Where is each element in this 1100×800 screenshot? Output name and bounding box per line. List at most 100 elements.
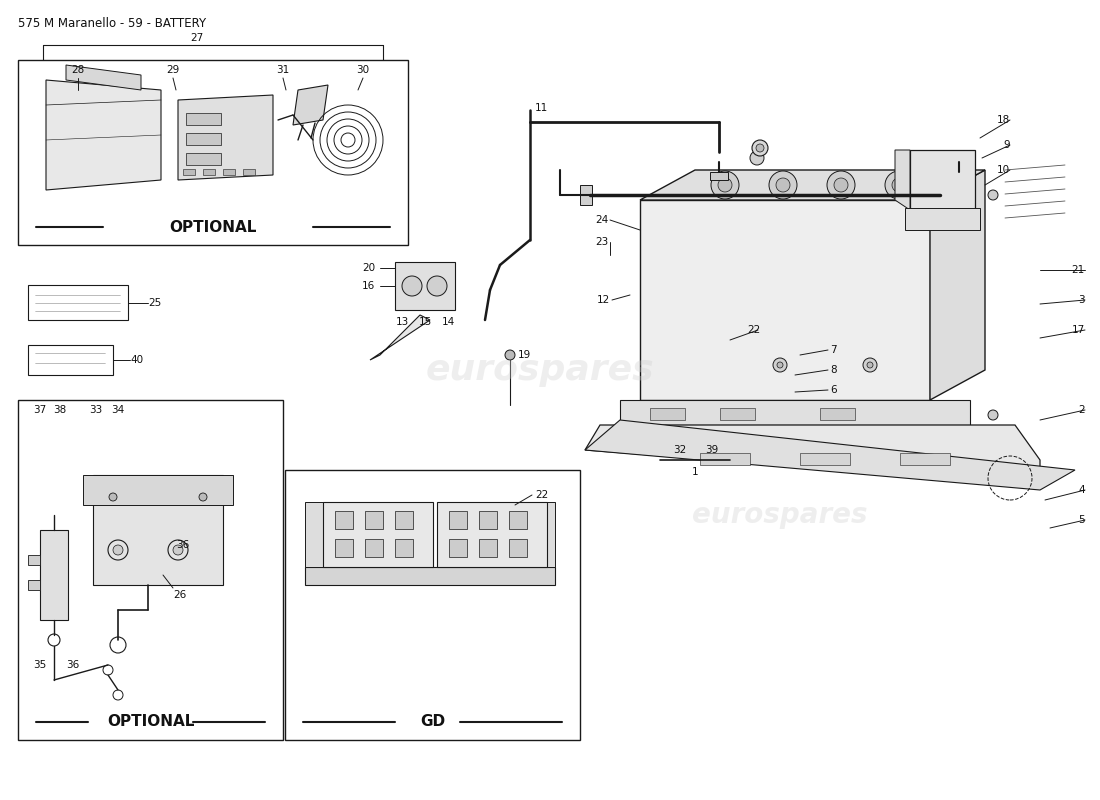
Bar bbox=[186, 113, 221, 125]
Bar bbox=[478, 539, 497, 557]
Circle shape bbox=[199, 493, 207, 501]
Bar bbox=[243, 169, 255, 175]
Circle shape bbox=[711, 171, 739, 199]
Text: 28: 28 bbox=[72, 65, 85, 75]
Text: 18: 18 bbox=[997, 115, 1010, 125]
Text: 24: 24 bbox=[595, 215, 608, 225]
Bar bbox=[395, 539, 412, 557]
Circle shape bbox=[113, 545, 123, 555]
Text: 35: 35 bbox=[33, 660, 46, 670]
Bar bbox=[710, 172, 728, 180]
Circle shape bbox=[773, 358, 786, 372]
Bar bbox=[620, 400, 970, 425]
Bar bbox=[900, 453, 950, 465]
Bar bbox=[285, 470, 580, 740]
Circle shape bbox=[718, 178, 732, 192]
Bar bbox=[336, 511, 353, 529]
Circle shape bbox=[505, 350, 515, 360]
Bar bbox=[186, 133, 221, 145]
Circle shape bbox=[886, 171, 913, 199]
Text: OPTIONAL: OPTIONAL bbox=[107, 714, 195, 730]
Bar bbox=[336, 539, 353, 557]
Text: 27: 27 bbox=[190, 33, 204, 43]
Text: 19: 19 bbox=[518, 350, 531, 360]
Circle shape bbox=[402, 276, 422, 296]
Circle shape bbox=[756, 144, 764, 152]
Circle shape bbox=[827, 171, 855, 199]
Polygon shape bbox=[370, 315, 430, 360]
Bar bbox=[18, 60, 408, 245]
Polygon shape bbox=[640, 170, 984, 200]
Bar bbox=[365, 511, 383, 529]
Text: 21: 21 bbox=[1071, 265, 1085, 275]
Text: OPTIONAL: OPTIONAL bbox=[169, 219, 256, 234]
Bar bbox=[365, 539, 383, 557]
Bar bbox=[437, 502, 547, 567]
Text: 22: 22 bbox=[535, 490, 548, 500]
Bar bbox=[94, 475, 223, 585]
Bar bbox=[905, 208, 980, 230]
Text: 15: 15 bbox=[418, 317, 431, 327]
Text: 5: 5 bbox=[1078, 515, 1085, 525]
Circle shape bbox=[173, 545, 183, 555]
Text: 8: 8 bbox=[830, 365, 837, 375]
Bar bbox=[18, 400, 283, 740]
Bar bbox=[950, 172, 968, 180]
Polygon shape bbox=[585, 425, 1040, 485]
Text: 11: 11 bbox=[535, 103, 548, 113]
Bar bbox=[449, 539, 468, 557]
Text: 22: 22 bbox=[747, 325, 760, 335]
Text: 33: 33 bbox=[89, 405, 102, 415]
Text: 14: 14 bbox=[441, 317, 454, 327]
Circle shape bbox=[427, 276, 447, 296]
Bar bbox=[395, 511, 412, 529]
Text: 36: 36 bbox=[176, 540, 189, 550]
Bar bbox=[449, 511, 468, 529]
Circle shape bbox=[867, 362, 873, 368]
Polygon shape bbox=[585, 420, 1075, 490]
Bar bbox=[700, 453, 750, 465]
Text: 575 M Maranello - 59 - BATTERY: 575 M Maranello - 59 - BATTERY bbox=[18, 17, 206, 30]
Circle shape bbox=[769, 171, 798, 199]
Text: 9: 9 bbox=[1003, 140, 1010, 150]
Circle shape bbox=[777, 362, 783, 368]
Bar bbox=[640, 200, 930, 400]
Bar bbox=[820, 408, 855, 420]
Circle shape bbox=[988, 410, 998, 420]
Bar bbox=[28, 285, 128, 320]
Bar bbox=[28, 580, 40, 590]
Text: 40: 40 bbox=[130, 355, 143, 365]
Text: 26: 26 bbox=[173, 590, 186, 600]
Circle shape bbox=[776, 178, 790, 192]
Polygon shape bbox=[930, 170, 984, 400]
Text: 6: 6 bbox=[830, 385, 837, 395]
Bar bbox=[478, 511, 497, 529]
Text: 29: 29 bbox=[166, 65, 179, 75]
Text: 4: 4 bbox=[1078, 485, 1085, 495]
Bar bbox=[800, 453, 850, 465]
Text: 32: 32 bbox=[673, 445, 686, 455]
Text: 34: 34 bbox=[111, 405, 124, 415]
Bar bbox=[509, 539, 527, 557]
Circle shape bbox=[892, 178, 906, 192]
Bar bbox=[82, 475, 233, 505]
Bar bbox=[40, 530, 68, 620]
Text: 25: 25 bbox=[148, 298, 162, 308]
Circle shape bbox=[752, 140, 768, 156]
Text: 13: 13 bbox=[395, 317, 408, 327]
Bar bbox=[28, 345, 113, 375]
Text: 31: 31 bbox=[276, 65, 289, 75]
Text: 39: 39 bbox=[705, 445, 718, 455]
Text: 16: 16 bbox=[362, 281, 375, 291]
Bar bbox=[305, 502, 323, 567]
Bar bbox=[537, 502, 556, 567]
Text: 38: 38 bbox=[54, 405, 67, 415]
Circle shape bbox=[750, 151, 764, 165]
Text: eurospares: eurospares bbox=[426, 353, 654, 387]
Circle shape bbox=[109, 493, 117, 501]
Text: 12: 12 bbox=[596, 295, 611, 305]
Bar bbox=[186, 153, 221, 165]
Polygon shape bbox=[178, 95, 273, 180]
Polygon shape bbox=[66, 65, 141, 90]
Text: 30: 30 bbox=[356, 65, 370, 75]
